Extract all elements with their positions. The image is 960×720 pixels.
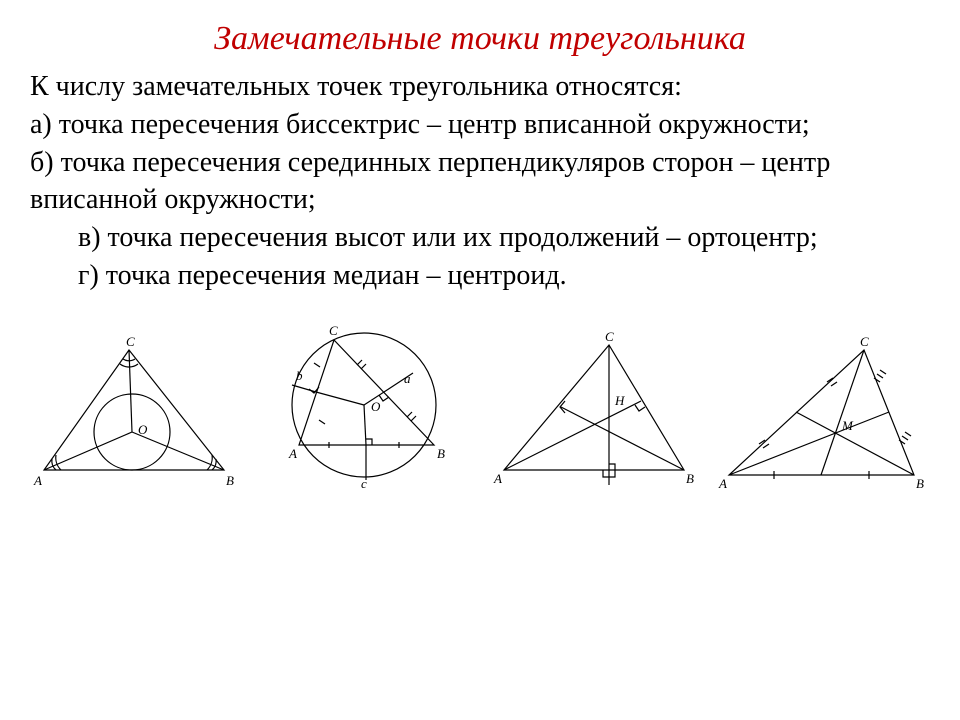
diagram-circumcircle: A B C O a b c (258, 325, 476, 490)
page-title: Замечательные точки треугольника (30, 20, 930, 58)
label-O: O (138, 422, 148, 437)
label-C3: C (605, 329, 614, 344)
label-a: a (404, 371, 411, 386)
label-B2: B (437, 446, 445, 461)
label-H: H (614, 393, 625, 408)
label-A3: A (493, 471, 502, 486)
intro-line: К числу замечательных точек треугольника… (30, 68, 930, 106)
item-a: а) точка пересечения биссектрис – центр … (30, 106, 930, 144)
body-text: К числу замечательных точек треугольника… (30, 68, 930, 295)
item-c: в) точка пересечения высот или их продол… (30, 219, 930, 257)
label-c: c (361, 476, 367, 491)
label-C2: C (329, 323, 338, 338)
diagram-orthocenter: A B C H (485, 335, 703, 490)
diagram-centroid: A B C M (713, 340, 931, 490)
label-M: M (841, 418, 854, 433)
label-O2: O (371, 399, 381, 414)
label-C: C (126, 334, 135, 349)
label-B3: B (686, 471, 694, 486)
item-b: б) точка пересечения серединных перпенди… (30, 144, 930, 220)
label-A: A (33, 473, 42, 488)
diagram-incircle: A B C O (30, 340, 248, 490)
label-b: b (296, 368, 303, 383)
label-A2: A (288, 446, 297, 461)
label-A4: A (718, 476, 727, 491)
label-B4: B (916, 476, 924, 491)
diagram-row: A B C O (30, 325, 930, 490)
item-d: г) точка пересечения медиан – центроид. (30, 257, 930, 295)
label-C4: C (860, 334, 869, 349)
label-B: B (226, 473, 234, 488)
